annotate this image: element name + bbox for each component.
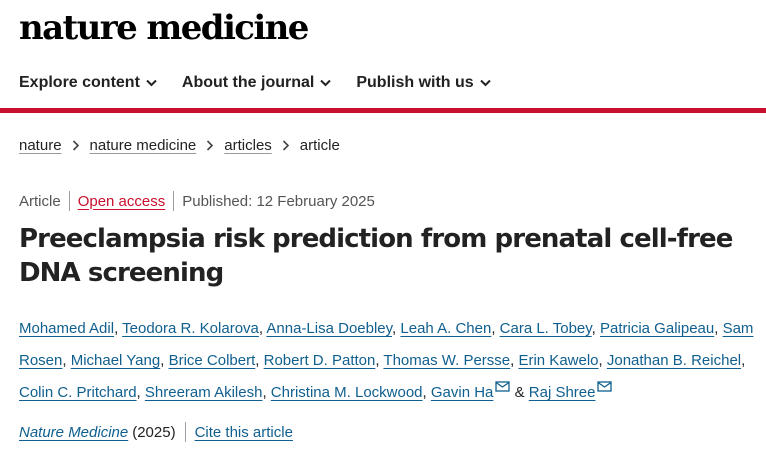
open-access-link[interactable]: Open access <box>77 192 166 210</box>
publication-year: (2025) <box>132 423 176 441</box>
cite-this-article-link[interactable]: Cite this article <box>194 423 293 441</box>
article-type: Article <box>19 192 61 210</box>
author-link[interactable]: Christina M. Lockwood <box>270 384 423 401</box>
author-link[interactable]: Patricia Galipeau <box>600 320 715 337</box>
chevron-down-icon <box>320 79 332 87</box>
chevron-down-icon <box>479 79 491 87</box>
meta-divider <box>173 191 175 211</box>
nav-item-label: About the journal <box>181 74 315 91</box>
author-link[interactable]: Leah A. Chen <box>400 320 492 337</box>
author-link[interactable]: Gavin Ha <box>430 384 494 401</box>
nav-explore-content[interactable]: Explore content <box>19 74 157 92</box>
author-link[interactable]: Erin Kawelo <box>518 352 599 369</box>
article-title: Preeclampsia risk prediction from prenat… <box>19 224 733 288</box>
header-divider <box>0 108 766 113</box>
nav-item-label: Explore content <box>19 74 140 91</box>
nav-about-the-journal[interactable]: About the journal <box>181 74 332 92</box>
author-link[interactable]: Brice Colbert <box>168 352 256 369</box>
main-nav: Explore content About the journal Publis… <box>19 70 516 96</box>
author-link[interactable]: Sam Rosen <box>19 320 754 369</box>
author-connector: & <box>514 384 525 401</box>
author-link[interactable]: Shreeram Akilesh <box>144 384 263 401</box>
author-link[interactable]: Anna-Lisa Doebley <box>266 320 393 337</box>
nav-publish-with-us[interactable]: Publish with us <box>356 74 491 92</box>
author-link[interactable]: Michael Yang <box>70 352 161 369</box>
chevron-right-icon <box>282 139 289 151</box>
author-link[interactable]: Colin C. Pritchard <box>19 384 137 401</box>
author-link[interactable]: Robert D. Patton <box>263 352 376 369</box>
author-link[interactable]: Raj Shree <box>528 384 596 401</box>
site-logo[interactable]: nature medicine <box>19 8 309 48</box>
author-link[interactable]: Cara L. Tobey <box>499 320 592 337</box>
breadcrumb-articles[interactable]: articles <box>224 136 272 154</box>
mail-icon[interactable] <box>495 381 511 392</box>
nav-item-label: Publish with us <box>356 74 474 91</box>
author-link[interactable]: Teodora R. Kolarova <box>122 320 259 337</box>
author-list: Mohamed Adil, Teodora R. Kolarova, Anna-… <box>19 320 754 401</box>
author-link[interactable]: Jonathan B. Reichel <box>606 352 742 369</box>
chevron-right-icon <box>207 139 214 151</box>
breadcrumb-nature-medicine[interactable]: nature medicine <box>89 136 197 154</box>
breadcrumb: nature nature medicine articles article <box>19 135 340 155</box>
chevron-down-icon <box>146 79 157 87</box>
author-link[interactable]: Thomas W. Persse <box>383 352 511 369</box>
author-link[interactable]: Mohamed Adil <box>19 320 115 337</box>
published-date: Published: 12 February 2025 <box>182 192 375 210</box>
breadcrumb-current: article <box>299 136 340 154</box>
citation-line: Nature Medicine (2025) Cite this article <box>19 422 293 442</box>
mail-icon[interactable] <box>597 381 613 392</box>
meta-divider <box>68 191 70 211</box>
breadcrumb-nature[interactable]: nature <box>19 136 62 154</box>
journal-link[interactable]: Nature Medicine <box>19 423 129 441</box>
chevron-right-icon <box>72 139 79 151</box>
article-meta: Article Open access Published: 12 Februa… <box>19 191 375 211</box>
citation-divider <box>184 422 186 442</box>
